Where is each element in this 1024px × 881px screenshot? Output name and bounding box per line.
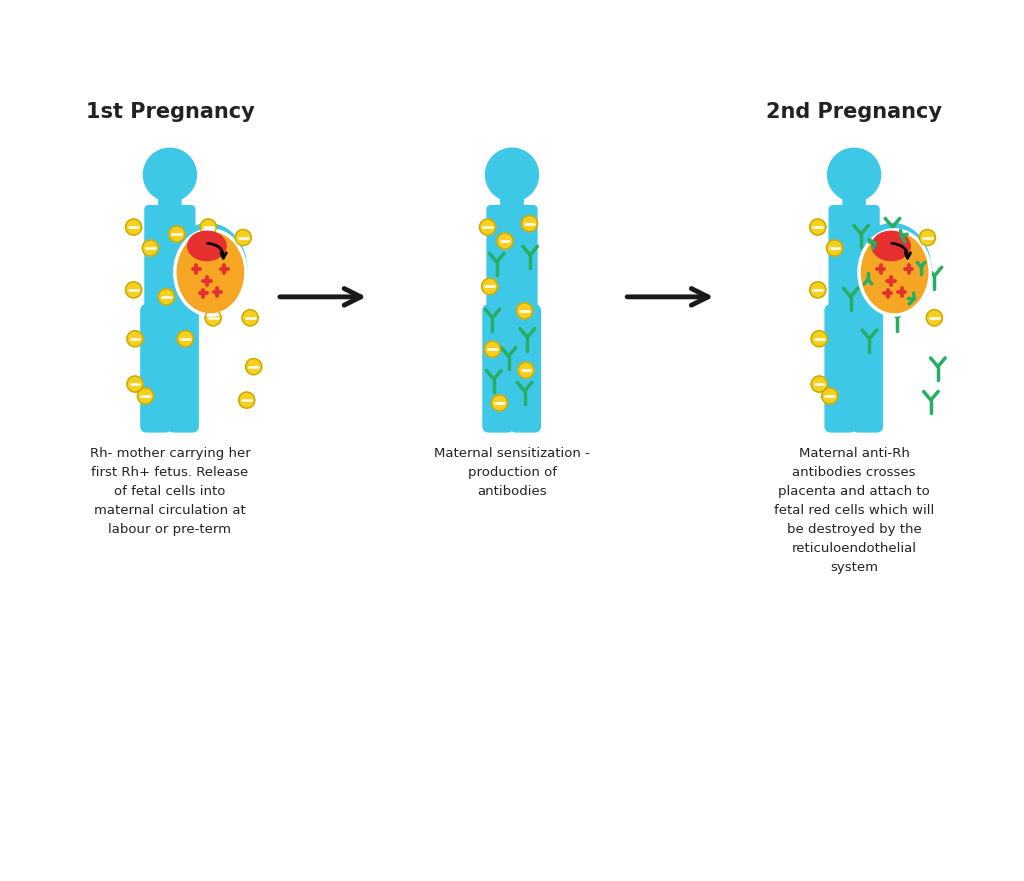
FancyBboxPatch shape (510, 305, 541, 432)
Circle shape (159, 289, 174, 305)
Circle shape (236, 230, 251, 246)
Circle shape (177, 330, 194, 347)
FancyBboxPatch shape (159, 169, 181, 208)
Circle shape (821, 388, 838, 404)
Text: Maternal sensitization -
production of
antibodies: Maternal sensitization - production of a… (434, 447, 590, 498)
FancyBboxPatch shape (501, 169, 523, 208)
Circle shape (811, 330, 827, 347)
Circle shape (927, 310, 942, 326)
FancyBboxPatch shape (825, 305, 855, 432)
Circle shape (516, 303, 532, 319)
Circle shape (479, 219, 496, 235)
Ellipse shape (858, 229, 931, 316)
Circle shape (485, 148, 539, 201)
Circle shape (126, 219, 141, 235)
Circle shape (143, 148, 197, 201)
Circle shape (920, 230, 936, 246)
Circle shape (484, 341, 501, 357)
Circle shape (201, 219, 216, 235)
Ellipse shape (854, 224, 931, 315)
Circle shape (127, 330, 143, 347)
Text: Maternal anti-Rh
antibodies crosses
placenta and attach to
fetal red cells which: Maternal anti-Rh antibodies crosses plac… (774, 447, 934, 574)
Circle shape (169, 226, 185, 242)
Circle shape (521, 216, 538, 232)
FancyBboxPatch shape (141, 305, 171, 432)
Circle shape (497, 233, 513, 249)
Text: 2nd Pregnancy: 2nd Pregnancy (766, 102, 942, 122)
FancyBboxPatch shape (843, 169, 865, 208)
Ellipse shape (174, 229, 247, 316)
FancyBboxPatch shape (168, 305, 199, 432)
Circle shape (518, 362, 534, 378)
Ellipse shape (177, 233, 244, 313)
FancyBboxPatch shape (145, 205, 195, 318)
FancyBboxPatch shape (487, 205, 537, 318)
Ellipse shape (187, 231, 226, 261)
Circle shape (239, 392, 255, 408)
Circle shape (810, 282, 825, 298)
Circle shape (127, 376, 143, 392)
Circle shape (246, 359, 262, 374)
Circle shape (205, 310, 221, 326)
Circle shape (126, 282, 141, 298)
Ellipse shape (170, 224, 247, 315)
FancyBboxPatch shape (483, 305, 513, 432)
FancyBboxPatch shape (852, 305, 883, 432)
Circle shape (811, 376, 827, 392)
Circle shape (492, 395, 508, 411)
Ellipse shape (871, 231, 910, 261)
Circle shape (137, 388, 154, 404)
FancyBboxPatch shape (829, 205, 879, 318)
Text: 1st Pregnancy: 1st Pregnancy (86, 102, 254, 122)
Text: Rh- mother carrying her
first Rh+ fetus. Release
of fetal cells into
maternal ci: Rh- mother carrying her first Rh+ fetus.… (89, 447, 250, 536)
Circle shape (826, 240, 843, 256)
Circle shape (142, 240, 159, 256)
Circle shape (827, 148, 881, 201)
Circle shape (481, 278, 498, 294)
Circle shape (242, 310, 258, 326)
Ellipse shape (861, 233, 928, 313)
Circle shape (810, 219, 825, 235)
